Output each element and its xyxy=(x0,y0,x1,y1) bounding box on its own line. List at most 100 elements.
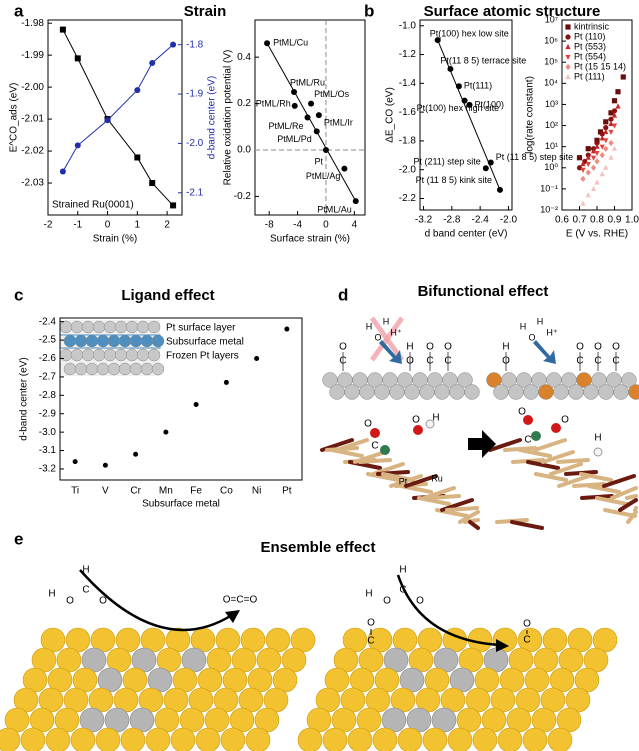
atom xyxy=(413,425,423,435)
legend-marker xyxy=(565,34,571,40)
y-tick-label: 10⁵ xyxy=(544,57,558,67)
panel-title: Ensemble effect xyxy=(260,539,375,556)
x-tick-label: -8 xyxy=(265,220,274,231)
atom xyxy=(322,727,348,751)
atom xyxy=(347,727,373,751)
y-tick-label: 10⁻¹ xyxy=(540,183,558,193)
y-tick-label: -1.99 xyxy=(21,50,44,61)
marker xyxy=(134,154,141,161)
atom xyxy=(447,727,473,751)
stick xyxy=(404,474,438,488)
atom xyxy=(425,419,435,429)
panel-label: d xyxy=(338,285,348,304)
marker xyxy=(590,164,597,171)
atom-label: C xyxy=(339,356,346,367)
atom xyxy=(508,384,524,400)
atom-label: O xyxy=(374,332,381,342)
atom xyxy=(0,727,21,751)
cross xyxy=(369,316,405,362)
y-tick-label: 0.2 xyxy=(237,98,251,109)
point-label: PtML/Re xyxy=(269,121,304,131)
marker xyxy=(59,168,66,175)
x-tick-label: 1 xyxy=(135,220,141,231)
atom-label: O xyxy=(523,619,531,630)
marker xyxy=(455,83,462,90)
atom xyxy=(92,348,106,362)
atom xyxy=(531,431,541,441)
atom-label: C xyxy=(594,356,601,367)
panel-label: c xyxy=(14,285,23,304)
marker xyxy=(599,131,605,137)
marker xyxy=(74,142,81,149)
arrow xyxy=(379,340,402,364)
x-tick-label: 0 xyxy=(323,220,329,231)
x-tick-label: -2.0 xyxy=(500,215,518,226)
atom xyxy=(20,727,46,751)
marker xyxy=(615,89,621,95)
atom xyxy=(434,384,450,400)
atom xyxy=(136,348,150,362)
legend-label: Pt (554) xyxy=(574,51,606,61)
inset-label: Frozen Pt layers xyxy=(166,351,239,362)
marker xyxy=(608,110,614,116)
y-tick-label: 10⁰ xyxy=(544,162,558,172)
atom xyxy=(583,384,599,400)
atom-label: O xyxy=(99,596,107,607)
x-tick-label: 0.9 xyxy=(608,215,622,226)
marker xyxy=(576,165,583,171)
marker xyxy=(603,125,609,131)
legend-label: Pt (553) xyxy=(574,41,606,51)
atom-label: H⁺ xyxy=(390,327,401,337)
y-tick-label: -2.5 xyxy=(39,335,57,346)
atom xyxy=(329,384,345,400)
legend-marker xyxy=(565,73,571,80)
x-tick-label: 4 xyxy=(352,220,358,231)
marker xyxy=(599,171,605,177)
stick xyxy=(526,460,560,470)
x-axis-label: Surface strain (%) xyxy=(270,234,350,245)
atom xyxy=(81,320,95,334)
atom-label: H xyxy=(594,433,601,444)
atom xyxy=(523,384,539,400)
stick xyxy=(587,484,621,494)
atom-label: O xyxy=(518,407,526,418)
marker xyxy=(322,147,329,153)
atom xyxy=(45,727,71,751)
y2-tick-label: -1.8 xyxy=(186,39,204,50)
marker xyxy=(170,202,177,209)
atom-label: O xyxy=(561,415,569,426)
marker xyxy=(461,97,468,104)
y-tick-label: -2.9 xyxy=(39,408,57,419)
x-tick-label: 0 xyxy=(105,220,111,231)
atom-label: O xyxy=(412,415,420,426)
marker xyxy=(611,108,618,114)
marker xyxy=(72,459,78,465)
stick xyxy=(533,438,567,452)
atom xyxy=(593,447,603,457)
stick xyxy=(603,508,637,518)
y-tick-label: 10¹ xyxy=(545,141,558,151)
atom-label: O xyxy=(612,342,620,353)
atom xyxy=(628,384,639,400)
atom-label: Pt xyxy=(399,476,408,486)
x-axis-label: Strain (%) xyxy=(93,234,137,245)
legend-marker xyxy=(565,24,571,30)
stick xyxy=(626,510,638,524)
atom xyxy=(125,320,139,334)
marker xyxy=(611,145,618,151)
atom-label: C xyxy=(576,356,583,367)
atom xyxy=(125,348,139,362)
atom xyxy=(95,727,121,751)
y-tick-label: 10³ xyxy=(545,99,558,109)
x-axis-label: Subsurface metal xyxy=(142,499,220,510)
marker xyxy=(590,155,597,161)
legend-label: Pt (15 15 14) xyxy=(574,61,626,71)
x-tick-label: Ni xyxy=(252,486,261,497)
marker xyxy=(193,402,199,408)
x-tick-label: Cr xyxy=(130,486,141,497)
marker xyxy=(594,150,600,157)
stick xyxy=(381,472,415,482)
atom xyxy=(85,362,99,376)
marker xyxy=(585,154,591,160)
y-tick-label: -1.98 xyxy=(21,18,44,29)
